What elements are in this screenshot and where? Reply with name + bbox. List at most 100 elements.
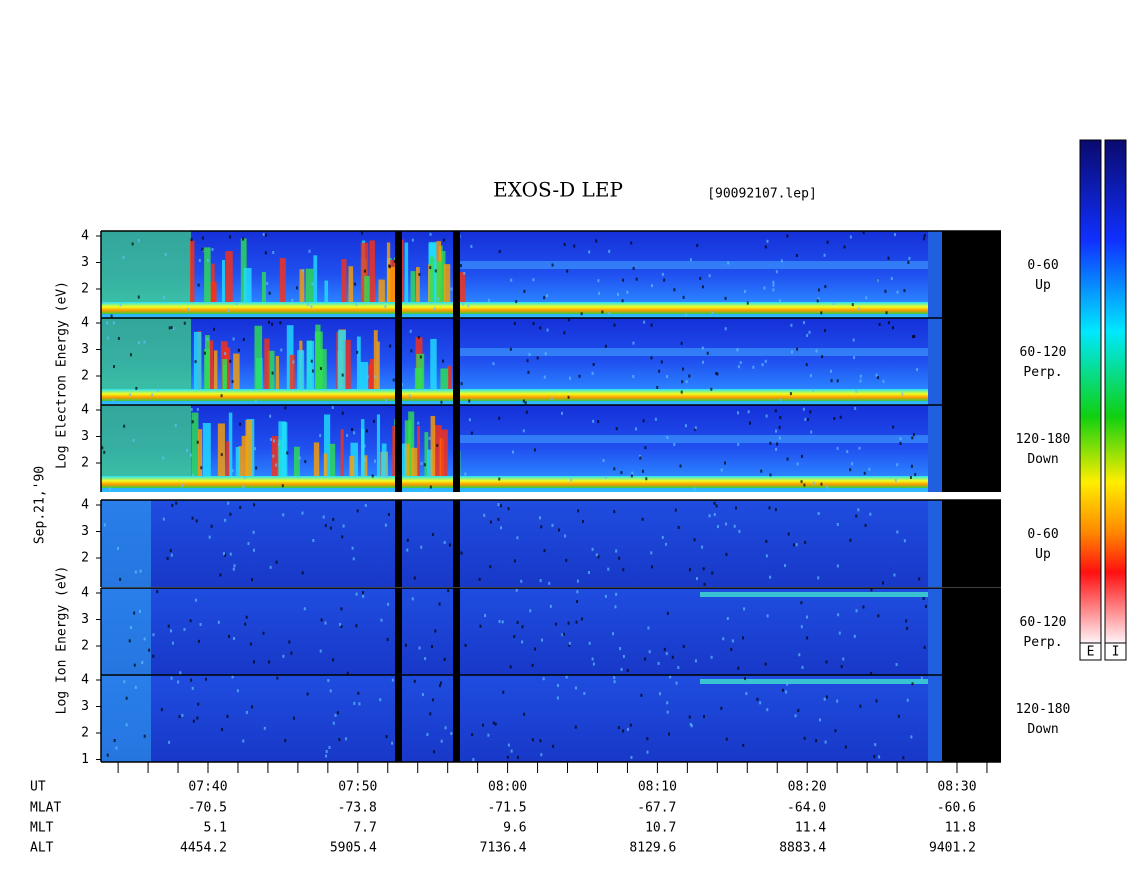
spectrogram-noise: [526, 359, 529, 363]
spectrogram-noise: [666, 701, 669, 705]
spectrogram-noise: [778, 436, 781, 440]
spectrogram-noise: [211, 247, 214, 251]
spectrogram-noise: [626, 290, 629, 294]
spectrogram-noise: [793, 543, 796, 547]
spectrogram-noise: [212, 327, 215, 331]
spectrogram-noise: [588, 250, 591, 254]
spectrogram-noise: [157, 388, 160, 392]
spectrogram-noise: [206, 258, 209, 262]
spectrogram-noise: [521, 625, 524, 629]
spectrogram-streak: [213, 350, 218, 389]
spectrogram-noise: [784, 564, 787, 568]
spectrogram-noise: [363, 458, 366, 462]
spectrogram-noise: [776, 442, 779, 446]
spectrogram-noise: [666, 611, 669, 615]
spectrogram-noise: [467, 304, 470, 308]
spectrogram-noise: [825, 695, 828, 699]
spectrogram-noise: [332, 658, 335, 662]
x-tick-label: 08:00: [488, 780, 527, 795]
spectrogram-noise: [187, 307, 190, 311]
spectrogram-streak: [241, 435, 248, 476]
spectrogram-noise: [568, 376, 571, 380]
spectrogram-streak: [414, 368, 423, 389]
spectrogram-streak: [319, 349, 327, 389]
spectrogram-noise: [293, 716, 296, 720]
spectrogram-noise: [688, 715, 691, 719]
spectrogram-noise: [308, 249, 311, 253]
spectrogram-noise: [301, 511, 304, 515]
spectrogram-noise: [859, 374, 862, 378]
spectrogram-noise: [769, 473, 772, 477]
spectrogram-noise: [374, 375, 377, 379]
spectrogram-noise: [122, 256, 125, 260]
spectrogram-noise: [269, 565, 272, 569]
spectrogram-noise: [516, 620, 519, 624]
spectrogram-noise: [341, 373, 344, 377]
orbit-value: 11.8: [945, 821, 976, 836]
spectrogram-edge: [928, 588, 942, 675]
spectrogram-noise: [311, 282, 314, 286]
spectrogram-noise: [336, 711, 339, 715]
spectrogram-noise: [613, 323, 616, 327]
spectrogram-noise: [129, 626, 132, 630]
spectrogram-streak: [278, 421, 287, 476]
spectrogram-noise: [192, 719, 195, 723]
spectrogram-noise: [479, 624, 482, 628]
spectrogram-noise: [920, 676, 923, 680]
spectrogram-streak: [360, 361, 369, 389]
spectrogram-noise: [482, 723, 485, 727]
panel-label: Up: [1035, 547, 1051, 562]
spectrogram-noise: [682, 644, 685, 648]
spectrogram-noise: [815, 349, 818, 353]
spectrogram-noise: [913, 334, 916, 338]
spectrogram-noise: [232, 567, 235, 571]
spectrogram-noise: [224, 518, 227, 522]
spectrogram-noise: [464, 472, 467, 476]
spectrogram-noise: [408, 394, 411, 398]
spectrogram-noise: [227, 501, 230, 505]
spectrogram-noise: [650, 356, 653, 360]
panel-label: 0-60: [1027, 527, 1058, 542]
spectrogram-noise: [243, 294, 246, 298]
spectrogram-noise: [320, 618, 323, 622]
spectrogram-noise: [695, 577, 698, 581]
spectrogram-noise: [440, 739, 443, 743]
spectrogram-noise: [574, 725, 577, 729]
spectrogram-noise: [387, 602, 390, 606]
spectrogram-noise: [737, 365, 740, 369]
spectrogram-noise: [790, 323, 793, 327]
spectrogram-noise: [688, 568, 691, 572]
spectrogram-noise: [262, 232, 265, 236]
spectrogram-noise: [922, 597, 925, 601]
spectrogram-noise: [912, 433, 915, 437]
spectrogram-noise: [506, 755, 509, 759]
spectrogram-noise: [170, 676, 173, 680]
spectrogram-edge: [928, 318, 942, 405]
spectrogram-noise: [820, 482, 823, 486]
spectrogram-noise: [341, 535, 344, 539]
spectrogram-noise: [543, 296, 546, 300]
spectrogram-noise: [736, 411, 739, 415]
spectrogram-noise: [515, 588, 518, 592]
spectrogram-noise: [196, 407, 199, 411]
spectrogram-streak: [416, 267, 420, 302]
spectrogram-noise: [743, 290, 746, 294]
spectrogram-noise: [646, 737, 649, 741]
spectrogram-noise: [613, 467, 616, 471]
spectrogram-noise: [844, 745, 847, 749]
spectrogram-noise: [802, 407, 805, 411]
spectrogram-streak: [305, 268, 314, 302]
spectrogram-streak: [264, 338, 270, 389]
spectrogram-noise: [580, 617, 583, 621]
spectrogram-streak: [271, 435, 279, 476]
spectrogram-noise: [746, 301, 749, 305]
spectrogram-noise: [680, 341, 683, 345]
spectrogram-noise: [846, 450, 849, 454]
spectrogram-noise: [608, 249, 611, 253]
spectrogram-noise: [371, 474, 374, 478]
spectrogram-noise: [715, 504, 718, 508]
spectrogram-noise: [410, 349, 413, 353]
spectrogram-noise: [433, 750, 436, 754]
spectrogram-noise: [665, 542, 668, 546]
spectrogram-noise: [498, 416, 501, 420]
